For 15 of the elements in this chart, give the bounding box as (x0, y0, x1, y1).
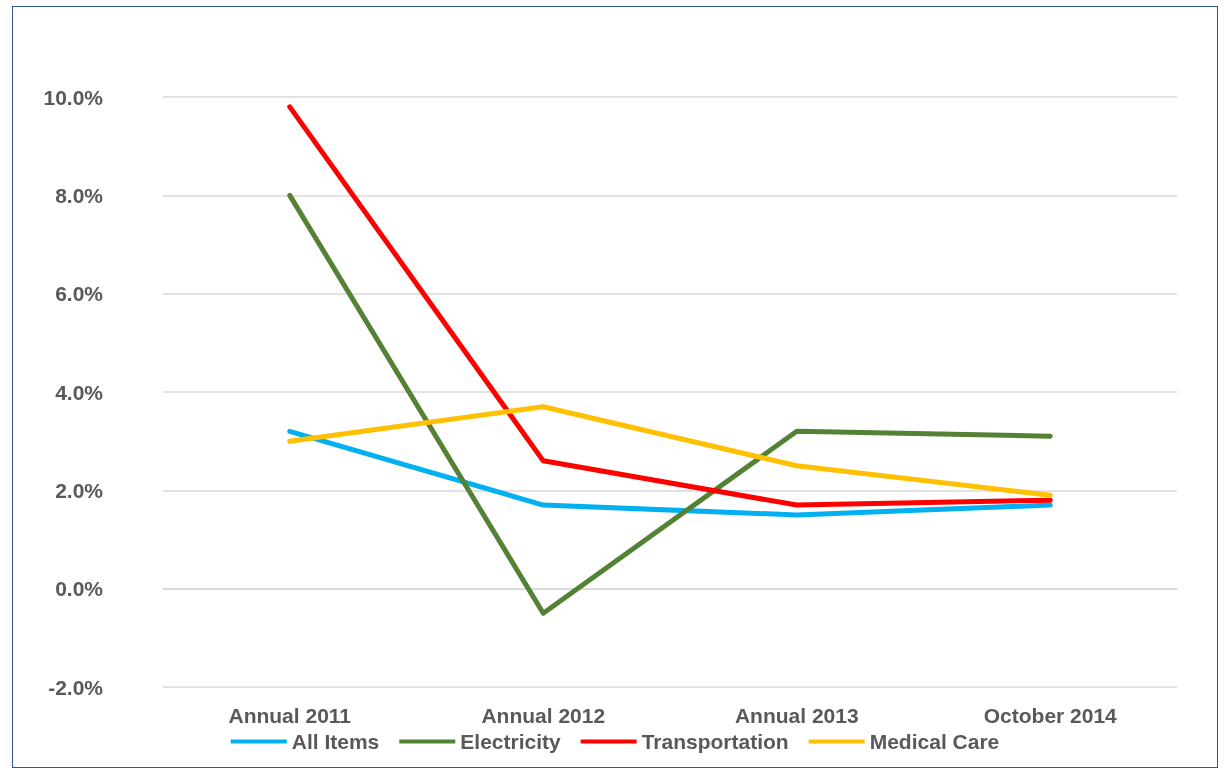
legend-label: All Items (291, 730, 380, 753)
y-tick-label: 0.0% (55, 577, 104, 601)
x-tick-label: Annual 2013 (734, 704, 859, 727)
y-tick-label: 4.0% (55, 380, 104, 404)
legend-label: Transportation (641, 730, 789, 753)
y-tick-label: -2.0% (48, 675, 104, 699)
legend-label: Electricity (460, 730, 561, 753)
y-tick-label: 2.0% (55, 478, 104, 502)
x-tick-label: Annual 2012 (481, 704, 606, 727)
y-tick-label: 8.0% (55, 183, 104, 207)
y-tick-label: 10.0% (43, 85, 104, 109)
y-tick-label: 6.0% (55, 282, 104, 306)
x-tick-label: Annual 2011 (228, 704, 352, 727)
x-tick-label: October 2014 (983, 704, 1118, 727)
legend-label: Medical Care (869, 730, 1000, 753)
